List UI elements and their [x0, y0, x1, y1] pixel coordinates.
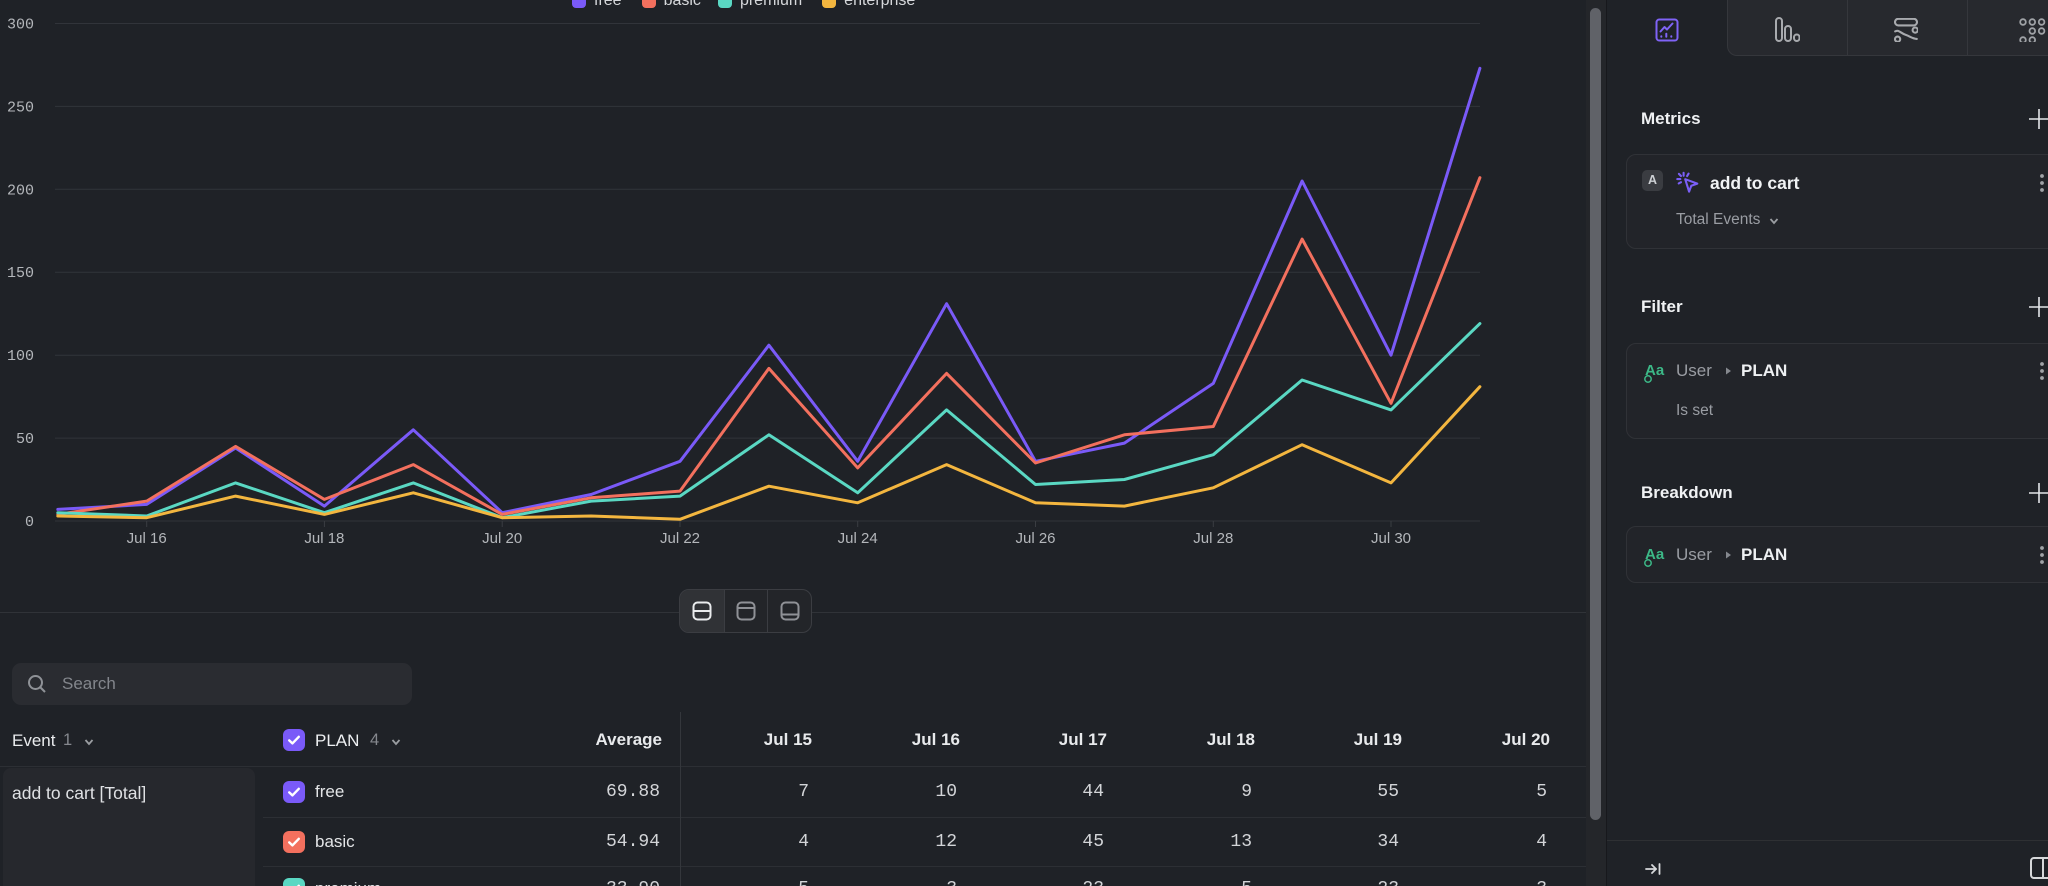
svg-text:Jul 28: Jul 28	[1193, 530, 1233, 547]
svg-text:200: 200	[7, 182, 34, 199]
svg-text:Aa: Aa	[1645, 362, 1665, 379]
svg-text:Jul 18: Jul 18	[304, 530, 344, 547]
svg-text:Jul 20: Jul 20	[482, 530, 522, 547]
svg-text:300: 300	[7, 17, 34, 34]
svg-text:100: 100	[7, 348, 34, 365]
svg-text:Jul 22: Jul 22	[660, 530, 700, 547]
svg-text:250: 250	[7, 99, 34, 116]
svg-text:0: 0	[25, 514, 34, 531]
svg-text:Jul 30: Jul 30	[1371, 530, 1411, 547]
svg-text:Jul 26: Jul 26	[1015, 530, 1055, 547]
svg-text:Jul 16: Jul 16	[127, 530, 167, 547]
svg-text:50: 50	[16, 431, 34, 448]
svg-text:150: 150	[7, 265, 34, 282]
svg-text:Aa: Aa	[1645, 546, 1665, 563]
svg-text:Jul 24: Jul 24	[838, 530, 878, 547]
